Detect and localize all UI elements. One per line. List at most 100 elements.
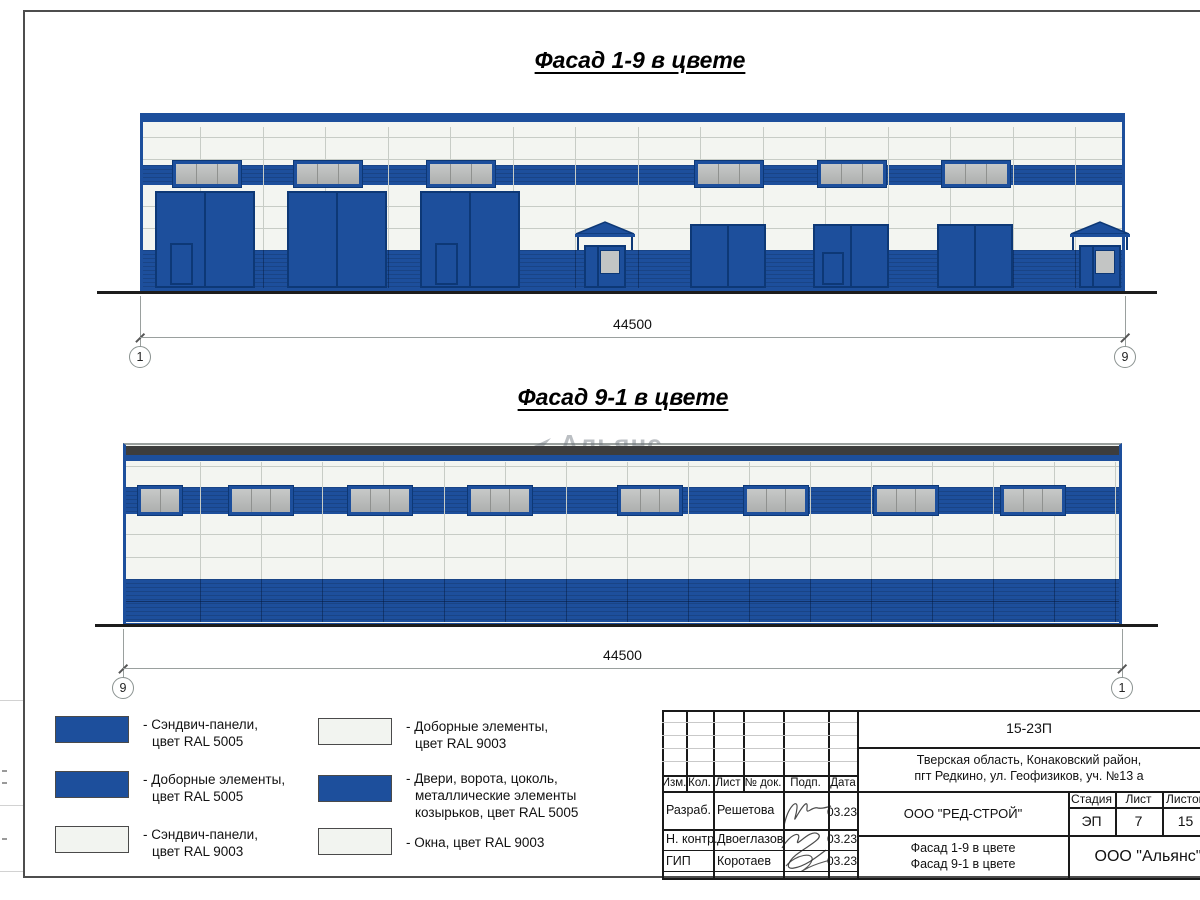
legend-item: - Доборные элементы, цвет RAL 5005 (55, 771, 285, 805)
door-leaf-divider (727, 226, 729, 286)
facade-9-1-title: Фасад 9-1 в цвете (517, 384, 729, 410)
legend-label: - Доборные элементы, цвет RAL 9003 (406, 719, 549, 751)
tb-col-podp: Подп. (790, 777, 821, 789)
title-block-line (662, 775, 857, 777)
watermark-logo-icon (523, 437, 551, 453)
tb-role: Н. контр. (666, 832, 718, 846)
panel-joint-h (143, 206, 1122, 207)
panel-joint-v (325, 127, 326, 250)
panel-joint-v (762, 127, 764, 250)
window (467, 485, 533, 516)
base-joint-v (1075, 250, 1076, 288)
door-leaf-divider (974, 226, 976, 286)
porch-post-right (631, 237, 633, 250)
panel-joint-v (387, 127, 389, 250)
panel-joint-v (566, 462, 567, 579)
panel-joint-v (932, 462, 933, 579)
title-block-line (1115, 791, 1117, 835)
tb-project-code: 15-23П (1006, 720, 1052, 736)
ground-line (97, 291, 1157, 294)
roof-shadow-strip (126, 446, 1119, 455)
panel-joint-v (950, 127, 951, 250)
window-pane (490, 489, 511, 512)
legend-label: - Доборные элементы, цвет RAL 5005 (143, 772, 286, 804)
margin-mark (2, 838, 7, 840)
window-pane (719, 164, 740, 184)
base-joint-v (387, 250, 389, 288)
porch-door (1079, 245, 1121, 288)
legend-item: - Сэндвич-панели, цвет RAL 5005 (55, 716, 258, 750)
window (137, 485, 183, 516)
panel-joint-v (444, 462, 445, 579)
window-pane (916, 489, 936, 512)
legend-item: - Двери, ворота, цоколь, металлические эл… (318, 770, 578, 821)
window-pane (318, 164, 339, 184)
title-block-line (662, 878, 1200, 880)
window-pane (390, 489, 410, 512)
window-pane (640, 489, 661, 512)
base-joint-h (126, 601, 1119, 602)
title-block-line (662, 735, 857, 736)
panel-joint-h (126, 466, 1119, 467)
porch-door-glass (1095, 250, 1115, 274)
panel-joint-v (200, 462, 201, 579)
window-pane (896, 489, 917, 512)
panel-joint-h (126, 557, 1119, 558)
window-pane (351, 489, 371, 512)
base-joint-v (871, 579, 872, 622)
wicket-door (170, 243, 193, 285)
base-joint-v (637, 250, 639, 288)
window (347, 485, 413, 516)
wicket-door (822, 252, 844, 285)
title-block-line (858, 835, 1200, 837)
dim-extension-line (140, 296, 141, 348)
title-block-line (662, 710, 1200, 712)
title-block-line (1068, 791, 1070, 878)
title-block-line (662, 710, 664, 880)
axis-marker: 1 (129, 346, 151, 368)
panel-joint-v (871, 462, 872, 579)
base-joint-v (1012, 250, 1014, 288)
roof-blue-strip (126, 455, 1119, 461)
panel-joint-v (261, 462, 262, 579)
panel-joint-v (322, 462, 323, 579)
panel-joint-v (200, 127, 201, 250)
window (228, 485, 294, 516)
title-block-line (857, 710, 859, 878)
base-joint-v (810, 579, 811, 622)
panel-joint-v (575, 127, 576, 250)
gate-leaf-divider (469, 193, 471, 286)
panel-joint-h (143, 159, 1122, 160)
gate-leaf-divider (204, 193, 206, 286)
base-joint-v (322, 579, 323, 622)
title-block-line (686, 710, 688, 791)
panel-joint-v (262, 127, 264, 250)
tb-sheet-value: 7 (1134, 813, 1143, 829)
window (941, 160, 1011, 188)
tb-col-list: Лист (715, 777, 741, 789)
tb-name: Двоеглазов (717, 832, 784, 846)
panel-joint-v (1054, 462, 1055, 579)
facade-1-9-title: Фасад 1-9 в цвете (534, 47, 746, 73)
title-block-line (1162, 791, 1164, 835)
legend-item: - Окна, цвет RAL 9003 (318, 828, 544, 855)
title-block-line (743, 710, 745, 791)
window-pane (510, 489, 530, 512)
panel-joint-h (143, 137, 1122, 138)
window-pane (966, 164, 987, 184)
title-block-line (1068, 807, 1200, 809)
window-pane (945, 164, 966, 184)
dim-line (123, 668, 1122, 669)
gate (287, 191, 387, 288)
window (873, 485, 939, 516)
window-pane (740, 164, 760, 184)
title-block-line (858, 747, 1200, 749)
base-plinth (126, 579, 1119, 622)
tb-date: 03.23 (826, 832, 858, 846)
base-joint-v (575, 250, 576, 288)
tb-name: Коротаев (717, 854, 771, 868)
tb-stage-value: ЭП (1081, 813, 1102, 829)
title-block-line (662, 829, 857, 831)
base-joint-v (627, 579, 628, 622)
